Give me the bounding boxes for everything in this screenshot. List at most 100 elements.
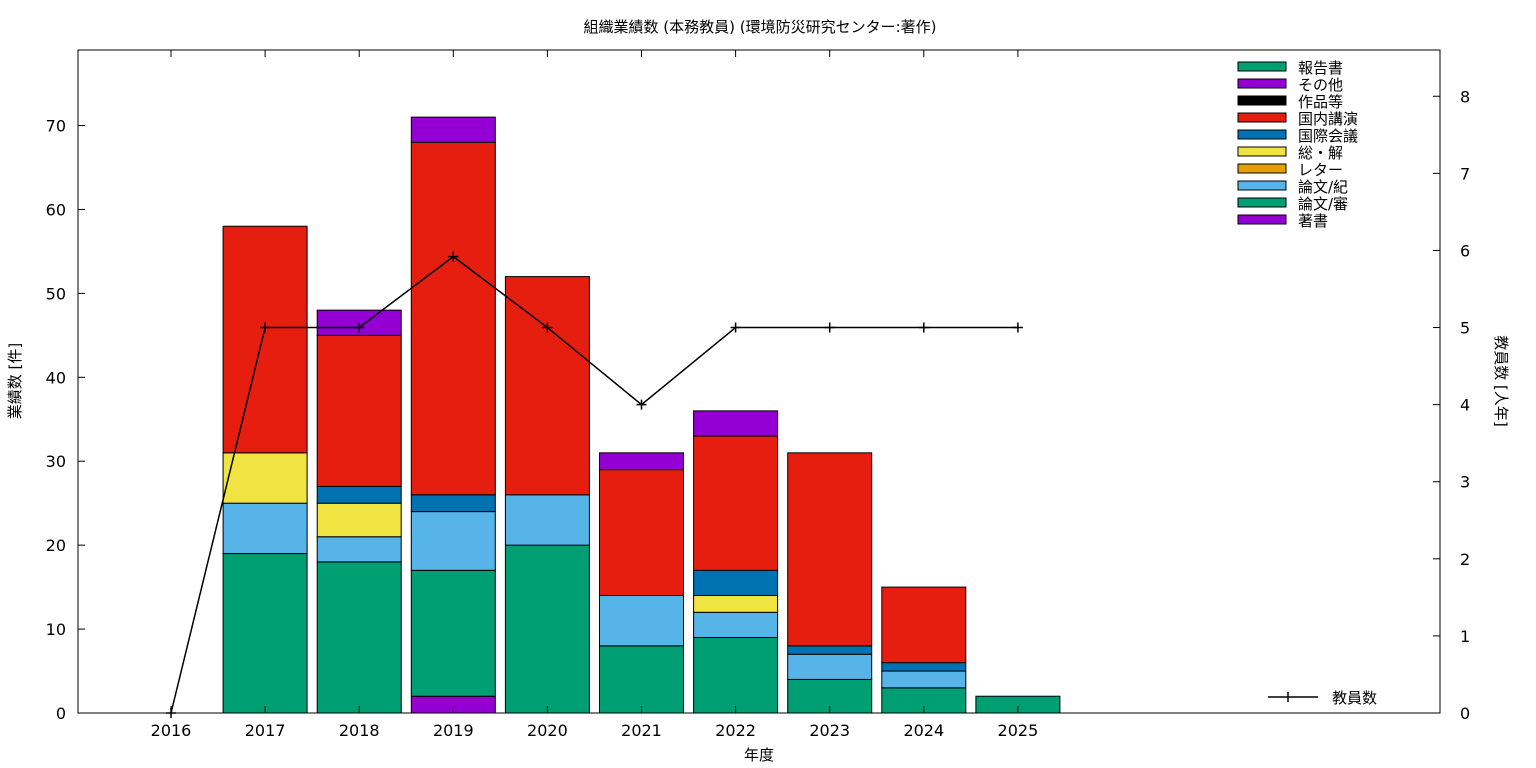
bar-segment-2023-5 (787, 645, 873, 655)
line-layer (166, 251, 1023, 718)
legend-label: 論文/紀 (1298, 178, 1348, 196)
bar-segment-2022-6 (693, 435, 779, 571)
bar-segment-2019-5 (410, 494, 496, 513)
y-tick-label: 40 (46, 368, 66, 387)
x-tick-label: 2020 (527, 721, 568, 740)
y-tick-label: 30 (46, 452, 66, 471)
y-tick-label: 50 (46, 284, 66, 303)
y2-tick-label: 5 (1460, 319, 1470, 338)
y-axis: 0 10 20 30 40 50 60 70 (46, 117, 85, 723)
bar-segment-2018-4 (316, 502, 402, 538)
legend-label: 総・解 (1298, 144, 1343, 162)
line-point-2021 (636, 399, 647, 410)
x-tick-label: 2019 (433, 721, 474, 740)
bar-segment-2021-6 (599, 469, 684, 597)
bar-segment-2022-2 (693, 611, 779, 638)
x-tick-label: 2021 (621, 721, 662, 740)
legend-swatch (1237, 197, 1287, 208)
legend-swatch (1237, 112, 1287, 123)
y-axis-label: 業績数 [件] (6, 343, 24, 419)
line-point-2018 (354, 322, 365, 333)
y2-tick-label: 7 (1460, 164, 1470, 183)
line-point-2020 (542, 322, 553, 333)
bar-segment-2019-6 (410, 141, 496, 496)
y2-tick-label: 1 (1460, 627, 1470, 646)
line-point-2024 (918, 322, 929, 333)
bar-segment-2024-5 (881, 662, 967, 672)
y2-tick-label: 6 (1460, 241, 1470, 260)
legend-swatch (1237, 95, 1287, 106)
bar-segment-2021-8 (599, 452, 684, 471)
bar-segment-2022-4 (693, 595, 779, 613)
bar-segment-2023-2 (787, 653, 873, 680)
x-tick-label: 2022 (715, 721, 756, 740)
y2-tick-label: 0 (1460, 704, 1470, 723)
line-point-2022 (730, 322, 741, 333)
bar-segment-2019-1 (410, 569, 496, 697)
x-axis: 2016 2017 2018 2019 2020 2021 2022 2023 2024 2025 (151, 50, 1039, 740)
x-tick-label: 2017 (245, 721, 286, 740)
legend-swatch (1237, 129, 1287, 140)
y2-axis-label: 教員数 [人年] (1492, 335, 1510, 426)
plot-frame (77, 49, 1441, 714)
legend-label: 報告書 (1298, 59, 1343, 77)
y2-tick-label: 4 (1460, 396, 1470, 415)
bar-segment-2018-1 (316, 561, 402, 714)
line-series-path (170, 255, 1018, 714)
x-tick-label: 2016 (151, 721, 192, 740)
bar-segment-2024-6 (881, 586, 967, 664)
bar-segment-2020-2 (504, 494, 590, 546)
bar-segment-2020-6 (504, 276, 590, 496)
bar-segment-2017-1 (222, 553, 308, 714)
y2-tick-label: 2 (1460, 550, 1470, 569)
y-tick-label: 10 (46, 620, 66, 639)
y-tick-label: 0 (56, 704, 66, 723)
bar-segment-2018-5 (316, 485, 402, 504)
x-tick-label: 2024 (903, 721, 944, 740)
y-tick-label: 70 (46, 117, 66, 136)
bar-segment-2022-1 (693, 636, 779, 714)
bar-segment-2019-8 (410, 116, 496, 143)
x-tick-label: 2025 (998, 721, 1039, 740)
line-point-2025 (1012, 322, 1023, 333)
bar-segment-2024-2 (881, 670, 967, 689)
legend-label: レター (1298, 161, 1343, 179)
bar-segment-2018-6 (316, 334, 402, 487)
bar-segment-2021-2 (599, 595, 684, 647)
legend-swatch (1237, 214, 1287, 225)
legend-swatch (1237, 146, 1287, 157)
y2-tick-label: 3 (1460, 473, 1470, 492)
bar-segment-2017-2 (222, 502, 308, 555)
y2-tick-label: 8 (1460, 87, 1470, 106)
x-tick-label: 2018 (339, 721, 380, 740)
bar-segment-2020-1 (504, 544, 590, 714)
line-legend: 教員数 (1268, 689, 1377, 707)
legend-label: 著書 (1298, 212, 1328, 230)
x-axis-label: 年度 (744, 746, 774, 764)
legend-label: 国内講演 (1298, 110, 1358, 128)
legend-swatch (1237, 163, 1287, 174)
bar-segment-2022-5 (693, 569, 779, 597)
line-point-2023 (824, 322, 835, 333)
line-point-2019 (448, 251, 459, 262)
bar-segment-2022-8 (693, 410, 779, 437)
bar-segment-2023-6 (787, 452, 873, 647)
legend-label: その他 (1298, 76, 1343, 94)
line-legend-label: 教員数 (1332, 689, 1377, 707)
line-point-2017 (260, 322, 271, 333)
legend-swatch (1237, 61, 1287, 72)
legend-label: 論文/審 (1298, 195, 1348, 213)
legend-swatch (1237, 78, 1287, 89)
bar-segment-2018-2 (316, 536, 402, 563)
bars-layer (222, 116, 1061, 714)
y2-axis: 0 1 2 3 4 5 6 7 8 (1433, 87, 1470, 723)
legend-label: 国際会議 (1298, 127, 1358, 145)
bar-segment-2017-4 (222, 452, 308, 504)
bar-segment-2021-1 (599, 645, 684, 714)
y-tick-label: 60 (46, 200, 66, 219)
chart-title: 組織業績数 (本務教員) (環境防災研究センター:著作) (583, 18, 936, 36)
bar-segment-2017-6 (222, 225, 308, 454)
bar-segment-2019-2 (410, 511, 496, 571)
